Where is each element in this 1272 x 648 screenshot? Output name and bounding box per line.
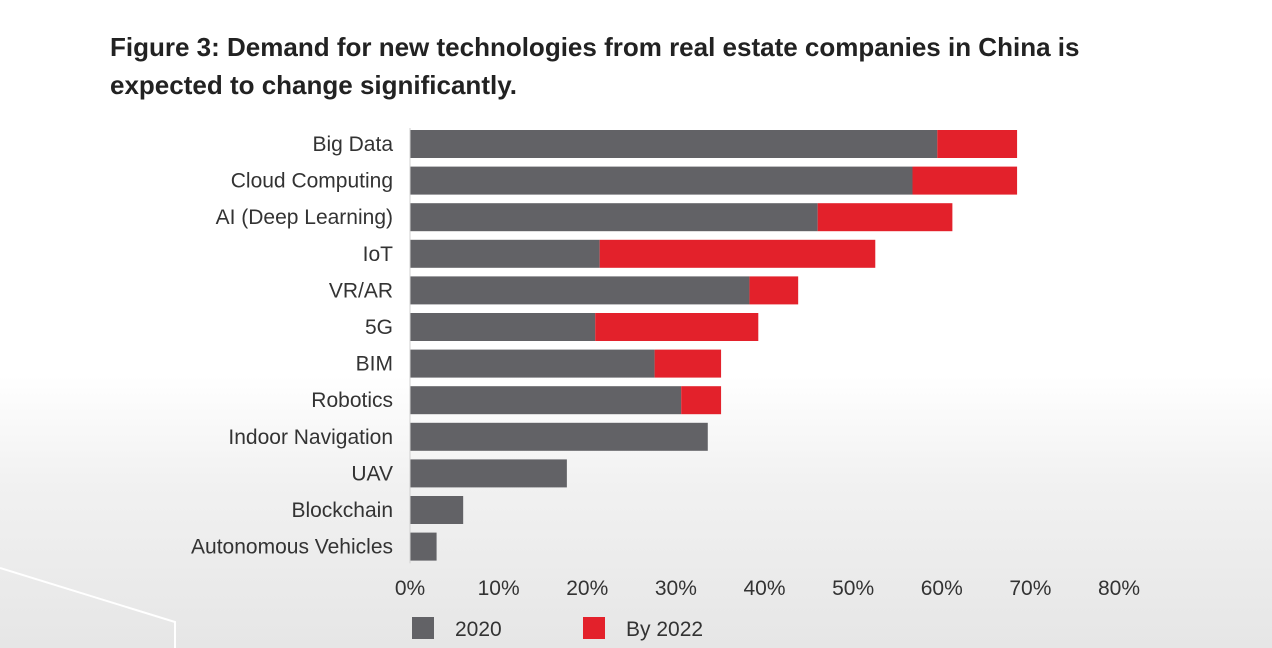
x-tick-label-70: 70% (1009, 577, 1051, 600)
category-label-big-data: Big Data (312, 133, 393, 156)
x-tick-label-50: 50% (832, 577, 874, 600)
bar-2020-bim (410, 349, 655, 378)
bar-by-2022-robotics (681, 386, 722, 415)
bar-2020-5g (410, 313, 596, 341)
bar-2020-iot (410, 239, 600, 268)
chart-title-line-1: Figure 3: Demand for new technologies fr… (110, 32, 1080, 62)
x-tick-label-60: 60% (921, 577, 963, 600)
x-tick-label-10: 10% (478, 577, 520, 600)
bar-2020-autonomous-vehicles (410, 532, 437, 561)
category-label-cloud-computing: Cloud Computing (231, 170, 393, 193)
legend-label-by-2022: By 2022 (626, 618, 703, 641)
x-tick-label-0: 0% (395, 577, 425, 600)
bar-2020-ai-deep-learning (410, 203, 818, 232)
bar-by-2022-vr-ar (749, 276, 799, 305)
bar-by-2022-5g (595, 313, 759, 341)
bar-by-2022-cloud-computing (912, 166, 1018, 195)
bar-2020-cloud-computing (410, 166, 913, 195)
category-label-robotics: Robotics (311, 389, 393, 412)
legend-label-2020: 2020 (455, 618, 502, 641)
category-label-bim: BIM (356, 353, 393, 376)
bar-2020-big-data (410, 130, 938, 158)
category-label-5g: 5G (365, 316, 393, 339)
x-tick-label-30: 30% (655, 577, 697, 600)
category-label-blockchain: Blockchain (291, 499, 393, 522)
chart-title-line-2: expected to change significantly. (110, 70, 517, 100)
bar-by-2022-iot (599, 239, 876, 268)
category-label-vr-ar: VR/AR (329, 279, 393, 302)
category-label-indoor-navigation: Indoor Navigation (228, 426, 393, 449)
bars (409, 128, 1018, 564)
category-label-uav: UAV (351, 462, 393, 485)
category-label-autonomous-vehicles: Autonomous Vehicles (191, 536, 393, 559)
x-tick-label-20: 20% (566, 577, 608, 600)
bar-2020-indoor-navigation (410, 422, 708, 451)
bar-2020-vr-ar (410, 276, 750, 305)
category-label-ai-deep-learning: AI (Deep Learning) (216, 206, 393, 229)
x-axis-ticks: 0% 10% 20% 30% 40% 50% 60% 70% 80% (395, 577, 1140, 600)
bar-by-2022-big-data (937, 130, 1018, 158)
bar-2020-blockchain (410, 496, 464, 524)
legend-swatch-by-2022 (583, 617, 605, 639)
x-tick-label-40: 40% (743, 577, 785, 600)
x-tick-label-80: 80% (1098, 577, 1140, 600)
legend-swatch-2020 (412, 617, 434, 639)
chart-title: Figure 3: Demand for new technologies fr… (110, 28, 1210, 104)
bar-2020-robotics (410, 386, 682, 415)
category-labels: Big Data Cloud Computing AI (Deep Learning… (191, 133, 393, 559)
bar-2020-uav (410, 459, 567, 488)
legend: 2020 By 2022 (412, 617, 703, 641)
bar-by-2022-ai-deep-learning (817, 203, 953, 232)
category-label-iot: IoT (363, 243, 394, 266)
bar-by-2022-bim (654, 349, 722, 378)
